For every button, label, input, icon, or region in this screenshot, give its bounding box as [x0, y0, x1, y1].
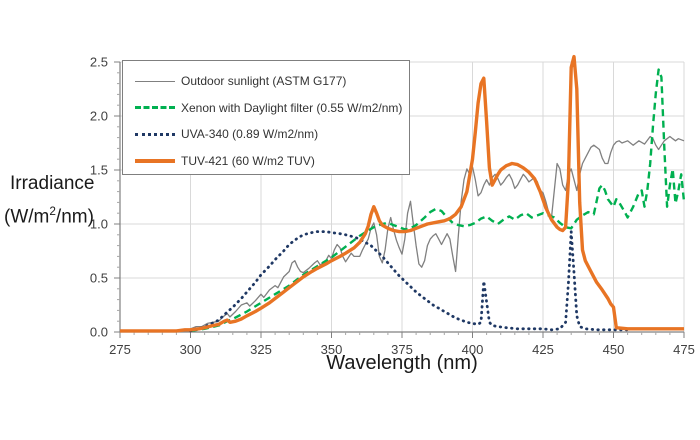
legend: Outdoor sunlight (ASTM G177) Xenon with … — [122, 60, 410, 175]
y-tick-label: 0.0 — [90, 325, 108, 340]
tick-labels: 275 300 325 350 375 400 425 450 475 0.0 0.5 1.0 1.5 2… — [90, 55, 695, 358]
legend-swatch-xenon — [135, 106, 175, 110]
legend-item-outdoor-sunlight: Outdoor sunlight (ASTM G177) — [135, 69, 409, 94]
legend-swatch-uva-340 — [135, 132, 175, 136]
y-axis-title: Irradiance (W/m2/nm) — [4, 173, 95, 228]
series-line-0 — [176, 135, 685, 333]
y-tick-label: 2.5 — [90, 55, 108, 70]
x-tick-label: 325 — [250, 342, 272, 357]
legend-label-uva-340: UVA-340 (0.89 W/m2/nm) — [181, 127, 319, 142]
legend-label-outdoor-sunlight: Outdoor sunlight (ASTM G177) — [181, 74, 347, 89]
axes — [114, 61, 685, 338]
legend-item-tuv-421: TUV-421 (60 W/m2 TUV) — [135, 148, 409, 173]
legend-item-xenon: Xenon with Daylight filter (0.55 W/m2/nm… — [135, 95, 409, 120]
series-line-2 — [189, 230, 629, 333]
y-tick-label: 0.5 — [90, 271, 108, 286]
x-tick-label: 300 — [180, 342, 202, 357]
legend-item-uva-340: UVA-340 (0.89 W/m2/nm) — [135, 122, 409, 147]
x-tick-label: 475 — [673, 342, 695, 357]
x-tick-label: 275 — [109, 342, 131, 357]
x-tick-label: 350 — [321, 342, 343, 357]
data-series — [120, 54, 686, 333]
y-axis-title-line1: Irradiance — [10, 173, 95, 194]
y-tick-label: 1.0 — [90, 217, 108, 232]
legend-swatch-outdoor-sunlight — [135, 80, 175, 82]
legend-label-xenon: Xenon with Daylight filter (0.55 W/m2/nm… — [181, 100, 403, 115]
y-tick-label: 2.0 — [90, 109, 108, 124]
x-tick-label: 400 — [462, 342, 484, 357]
legend-swatch-tuv-421 — [135, 158, 175, 163]
x-tick-label: 450 — [603, 342, 625, 357]
legend-label-tuv-421: TUV-421 (60 W/m2 TUV) — [181, 153, 315, 168]
x-axis-title: Wavelength (nm) — [326, 352, 478, 374]
series-line-3 — [120, 54, 684, 333]
x-tick-label: 375 — [391, 342, 413, 357]
y-tick-label: 1.5 — [90, 163, 108, 178]
x-tick-label: 425 — [532, 342, 554, 357]
